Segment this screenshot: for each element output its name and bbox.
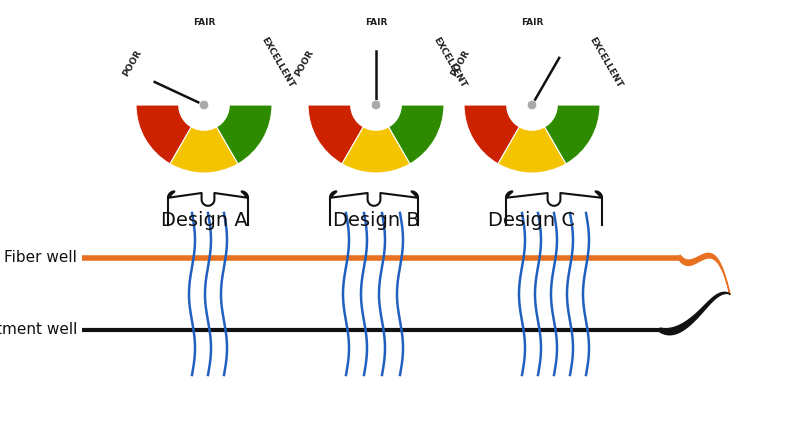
Text: POOR: POOR	[121, 49, 143, 78]
Circle shape	[506, 79, 558, 131]
Wedge shape	[376, 105, 444, 164]
Wedge shape	[136, 105, 204, 164]
Polygon shape	[660, 292, 730, 335]
Text: Design C: Design C	[489, 211, 575, 230]
Wedge shape	[498, 105, 566, 173]
Wedge shape	[532, 105, 600, 164]
Text: POOR: POOR	[293, 49, 315, 78]
Wedge shape	[342, 105, 410, 173]
Text: EXCELLENT: EXCELLENT	[431, 36, 468, 89]
Text: EXCELLENT: EXCELLENT	[587, 36, 624, 89]
Text: Design B: Design B	[333, 211, 419, 230]
Text: Treatment well: Treatment well	[0, 323, 77, 337]
Text: FAIR: FAIR	[193, 18, 215, 27]
Text: EXCELLENT: EXCELLENT	[259, 36, 296, 89]
Circle shape	[178, 79, 230, 131]
Wedge shape	[204, 105, 272, 164]
Text: POOR: POOR	[449, 49, 471, 78]
Wedge shape	[170, 105, 238, 173]
Text: FAIR: FAIR	[521, 18, 543, 27]
Circle shape	[527, 100, 537, 110]
Circle shape	[350, 79, 402, 131]
Text: Design A: Design A	[161, 211, 247, 230]
Circle shape	[371, 100, 381, 110]
Text: Fiber well: Fiber well	[4, 251, 77, 266]
Wedge shape	[464, 105, 532, 164]
Text: FAIR: FAIR	[365, 18, 387, 27]
Polygon shape	[680, 253, 730, 295]
Wedge shape	[308, 105, 376, 164]
Circle shape	[199, 100, 209, 110]
